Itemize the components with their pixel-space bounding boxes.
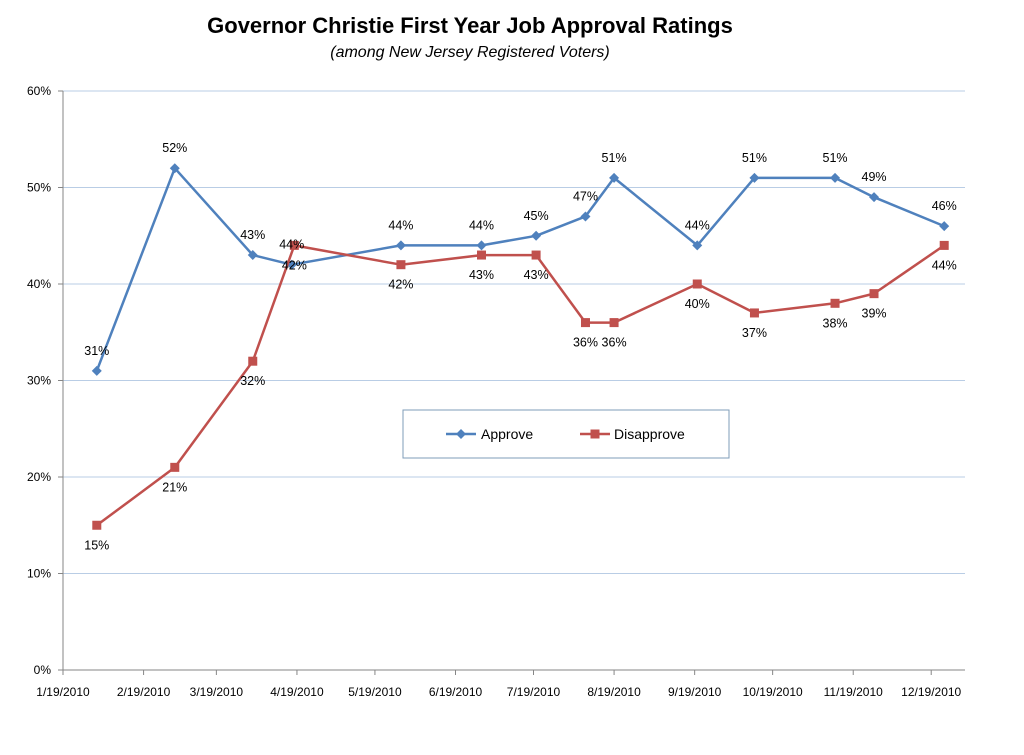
data-label-approve: 45% bbox=[524, 209, 549, 223]
y-tick-label: 50% bbox=[27, 181, 51, 195]
x-tick-label: 5/19/2010 bbox=[348, 685, 402, 699]
y-tick-label: 40% bbox=[27, 277, 51, 291]
data-label-approve: 43% bbox=[240, 228, 265, 242]
y-tick-label: 60% bbox=[27, 84, 51, 98]
y-tick-label: 0% bbox=[34, 663, 52, 677]
point-approve bbox=[169, 163, 180, 174]
point-approve bbox=[830, 172, 841, 183]
x-tick-label: 1/19/2010 bbox=[36, 685, 90, 699]
data-label-approve: 51% bbox=[602, 151, 627, 165]
series-line-disapprove bbox=[96, 244, 945, 527]
point-disapprove bbox=[396, 260, 406, 270]
point-disapprove bbox=[609, 318, 619, 328]
point-disapprove bbox=[939, 240, 949, 250]
data-label-disapprove: 32% bbox=[240, 374, 265, 388]
data-label-approve: 44% bbox=[388, 218, 413, 232]
data-label-approve: 44% bbox=[279, 238, 304, 252]
data-label-approve: 47% bbox=[573, 189, 598, 203]
data-label-disapprove: 44% bbox=[932, 258, 957, 272]
x-tick-label: 2/19/2010 bbox=[117, 685, 171, 699]
data-label-disapprove: 38% bbox=[823, 316, 848, 330]
data-label-disapprove: 42% bbox=[282, 258, 307, 272]
point-disapprove bbox=[289, 240, 299, 250]
point-approve bbox=[91, 365, 102, 376]
x-tick-label: 11/19/2010 bbox=[824, 685, 883, 699]
point-approve bbox=[531, 230, 542, 241]
point-approve bbox=[609, 172, 620, 183]
x-tick-label: 4/19/2010 bbox=[270, 685, 324, 699]
point-disapprove bbox=[869, 289, 879, 299]
point-disapprove bbox=[92, 520, 102, 530]
series-line-approve bbox=[95, 166, 945, 372]
legend: Approve Disapprove bbox=[402, 409, 730, 459]
data-label-disapprove: 43% bbox=[524, 268, 549, 282]
point-approve bbox=[749, 172, 760, 183]
data-label-approve: 46% bbox=[932, 199, 957, 213]
point-approve bbox=[247, 250, 258, 261]
data-label-approve: 51% bbox=[742, 151, 767, 165]
point-approve bbox=[395, 240, 406, 251]
point-approve bbox=[869, 192, 880, 203]
chart-title: Governor Christie First Year Job Approva… bbox=[207, 13, 733, 38]
data-label-approve: 52% bbox=[162, 141, 187, 155]
x-tick-label: 7/19/2010 bbox=[507, 685, 561, 699]
series-layer bbox=[91, 163, 950, 530]
x-tick-label: 6/19/2010 bbox=[429, 685, 483, 699]
point-disapprove bbox=[477, 250, 487, 260]
point-disapprove bbox=[248, 356, 258, 366]
data-label-disapprove: 21% bbox=[162, 480, 187, 494]
y-axis-ticks: 0% 10% 20% 30% 40% 50% 60% bbox=[27, 84, 63, 677]
point-disapprove bbox=[749, 308, 759, 318]
data-label-disapprove: 36% bbox=[602, 336, 627, 350]
point-approve bbox=[692, 240, 703, 251]
point-approve bbox=[939, 221, 950, 232]
data-label-disapprove: 40% bbox=[685, 297, 710, 311]
legend-disapprove-label: Disapprove bbox=[614, 426, 685, 442]
data-label-disapprove: 39% bbox=[862, 307, 887, 321]
chart-subtitle: (among New Jersey Registered Voters) bbox=[330, 44, 610, 61]
data-label-approve: 51% bbox=[823, 151, 848, 165]
point-disapprove bbox=[692, 279, 702, 289]
point-disapprove bbox=[170, 462, 180, 472]
legend-approve-marker bbox=[456, 429, 466, 439]
x-tick-label: 10/19/2010 bbox=[743, 685, 803, 699]
x-tick-label: 12/19/2010 bbox=[901, 685, 961, 699]
x-tick-label: 9/19/2010 bbox=[668, 685, 722, 699]
data-label-approve: 44% bbox=[469, 218, 494, 232]
point-disapprove bbox=[580, 318, 590, 328]
data-label-approve: 31% bbox=[84, 344, 109, 358]
data-label-disapprove: 36% bbox=[573, 336, 598, 350]
data-labels: 31% 52% 43% 44% 44% 44% 45% 47% 51% 44% 51% 51% 49% 4… bbox=[84, 141, 956, 552]
x-axis-ticks: 1/19/2010 2/19/2010 3/19/2010 4/19/2010 5/19… bbox=[36, 670, 962, 699]
x-tick-label: 3/19/2010 bbox=[190, 685, 244, 699]
grid-lines bbox=[63, 90, 965, 574]
y-tick-label: 10% bbox=[27, 567, 51, 581]
data-label-disapprove: 43% bbox=[469, 268, 494, 282]
point-disapprove bbox=[830, 298, 840, 308]
data-label-disapprove: 15% bbox=[84, 538, 109, 552]
data-label-approve: 49% bbox=[862, 170, 887, 184]
point-approve bbox=[580, 211, 591, 222]
legend-approve-label: Approve bbox=[481, 426, 533, 442]
data-label-disapprove: 42% bbox=[388, 278, 413, 292]
legend-disapprove-marker bbox=[590, 429, 600, 439]
y-tick-label: 20% bbox=[27, 470, 51, 484]
y-tick-label: 30% bbox=[27, 374, 51, 388]
point-approve bbox=[476, 240, 487, 251]
point-disapprove bbox=[531, 250, 541, 260]
data-label-approve: 44% bbox=[685, 218, 710, 232]
x-tick-label: 8/19/2010 bbox=[587, 685, 641, 699]
data-label-disapprove: 37% bbox=[742, 326, 767, 340]
